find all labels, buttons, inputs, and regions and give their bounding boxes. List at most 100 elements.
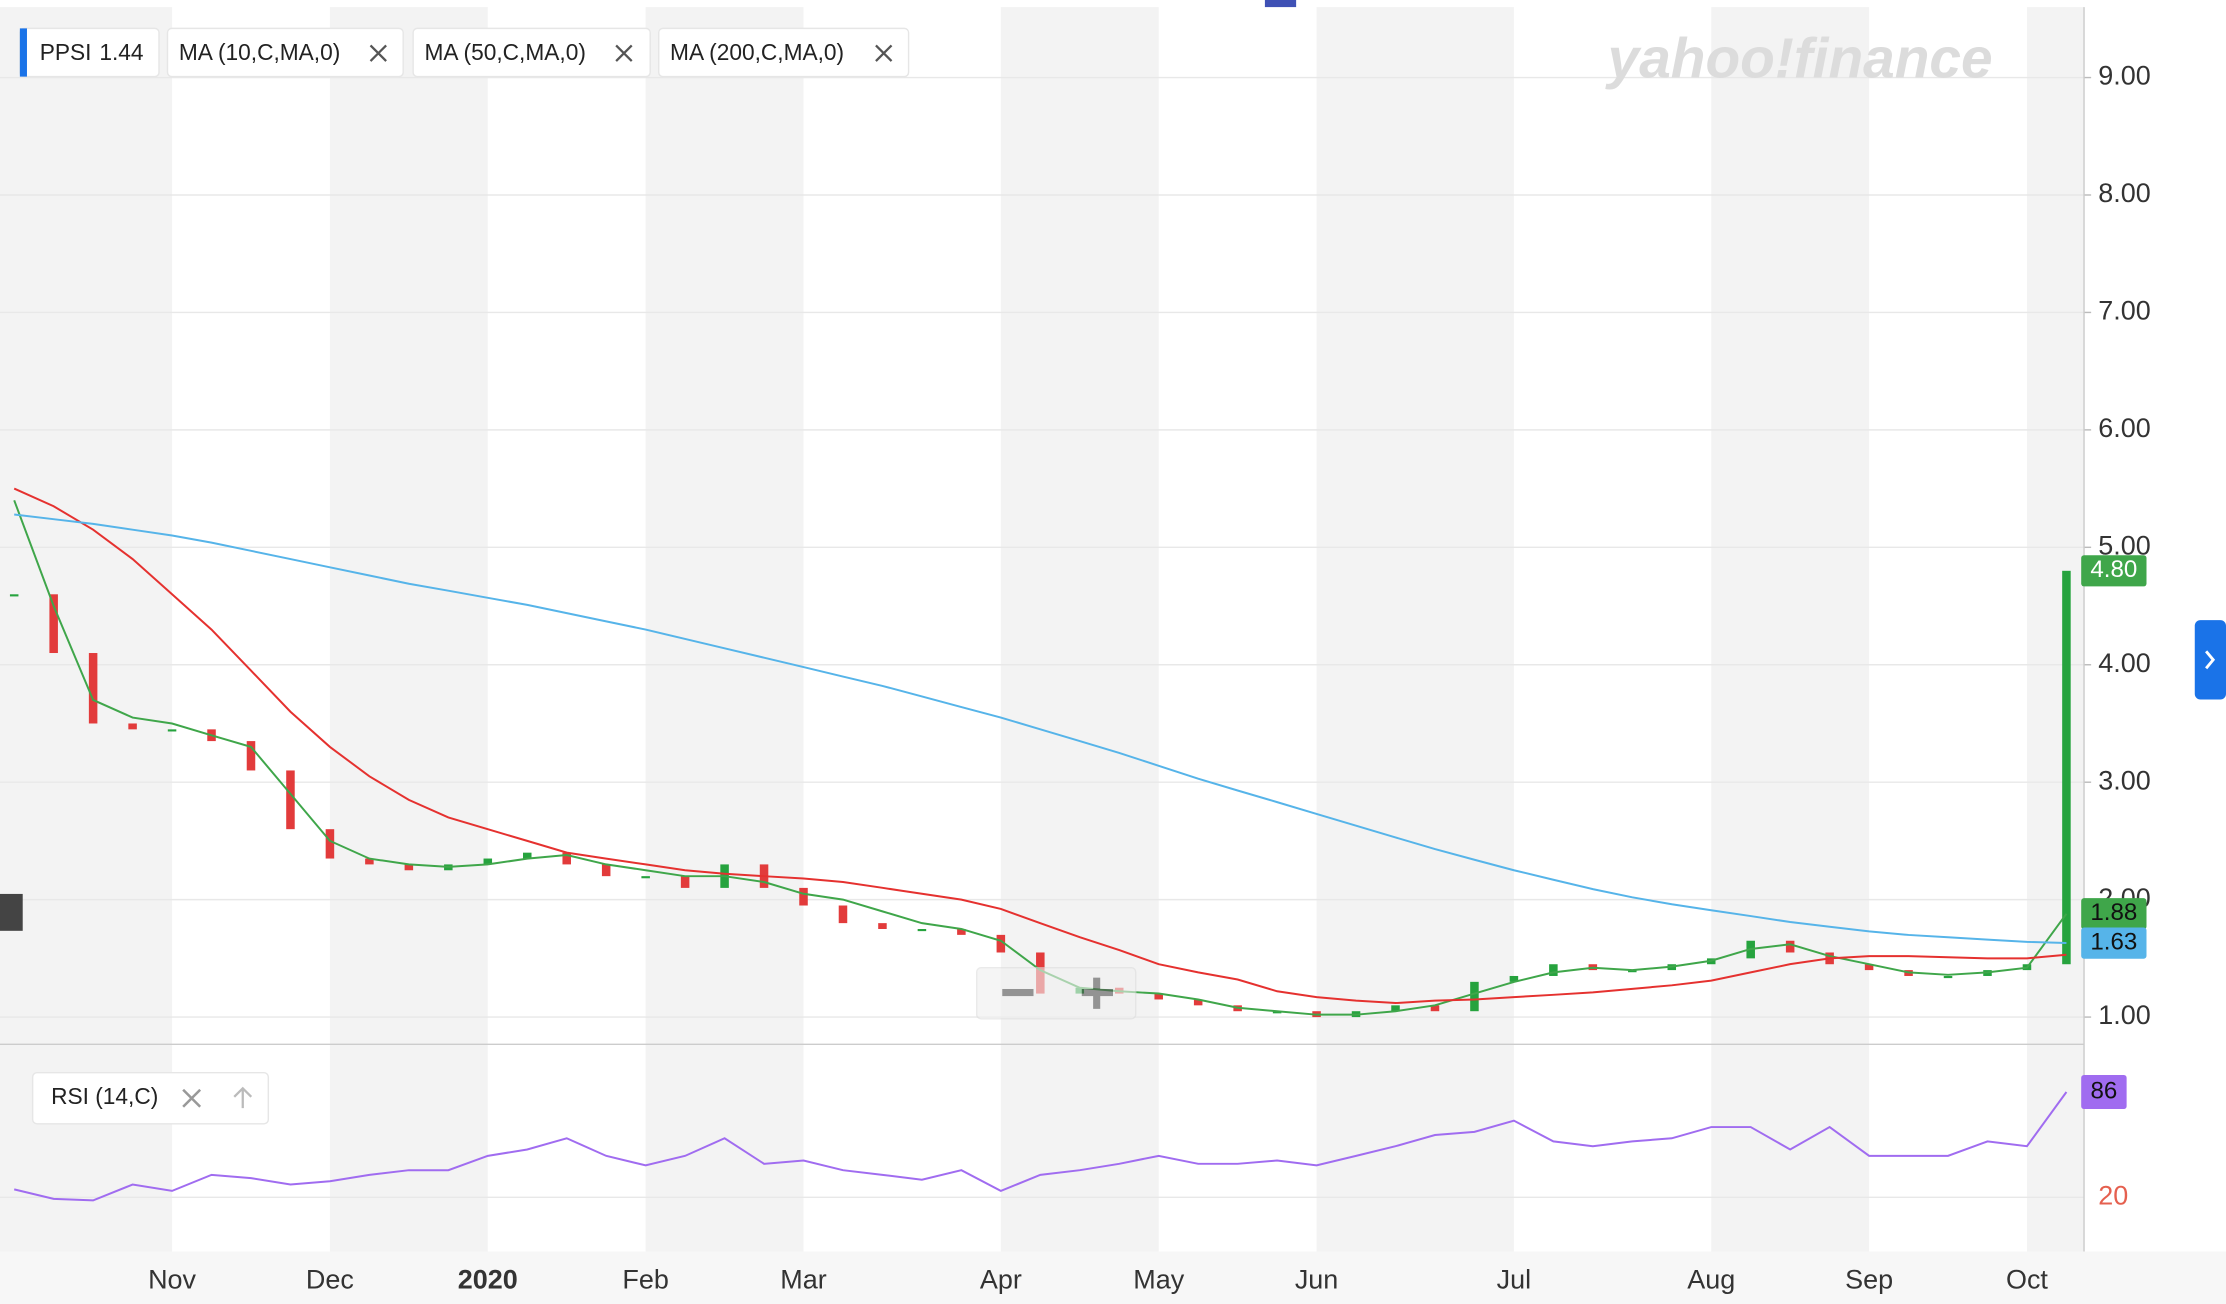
legend-chip[interactable] (31, 1072, 270, 1125)
month-bands (0, 7, 2085, 1252)
top-handle[interactable] (1264, 0, 1297, 8)
remove-icon[interactable] (875, 44, 893, 62)
rsi-tick-label: 20 (2098, 1180, 2128, 1210)
legend-entry: MA (10,C,MA,0) (179, 39, 340, 65)
candle (9, 594, 19, 597)
remove-icon[interactable] (369, 44, 387, 62)
rsi-last-label: 86 (2090, 1077, 2117, 1104)
month-band (0, 7, 173, 1252)
candle (1549, 964, 1558, 976)
legend-entry: MA (50,C,MA,0) (424, 39, 585, 65)
candle (1391, 1005, 1400, 1012)
month-band (645, 7, 804, 1252)
candle (365, 858, 374, 865)
legend-quote: 1.44 (99, 39, 143, 65)
x-axis-bar (0, 1251, 2226, 1304)
last-value-label: 4.80 (2090, 556, 2137, 583)
candle (799, 887, 808, 906)
month-band (1711, 7, 1870, 1252)
x-tick-label: Jun (1295, 1264, 1338, 1294)
x-tick-label: Sep (1845, 1264, 1893, 1294)
x-tick-label: Nov (148, 1264, 196, 1294)
candle (128, 723, 137, 730)
candle (1628, 970, 1637, 973)
candle (325, 829, 335, 859)
zoom-in[interactable] (1093, 977, 1101, 1009)
candle (2062, 570, 2071, 965)
x-tick-label: 2020 (458, 1264, 518, 1294)
ma-line (14, 513, 2067, 945)
candle (88, 653, 98, 724)
candle (1864, 964, 1874, 971)
candle (167, 729, 177, 732)
rsi-last-box (2081, 1074, 2127, 1110)
month-band (2026, 7, 2085, 1252)
zoom-out[interactable] (1002, 988, 1034, 997)
candle (680, 876, 690, 888)
move-icon[interactable] (233, 1086, 253, 1109)
remove-icon[interactable] (182, 1088, 202, 1108)
candle (1943, 975, 1953, 979)
candle (838, 905, 848, 924)
candle (878, 923, 887, 929)
month-band (1316, 7, 1514, 1252)
watermark: yahoo!finance (1605, 27, 1993, 90)
candle (1272, 1011, 1282, 1014)
expand-arrow (2205, 650, 2216, 670)
x-tick-label: Dec (306, 1264, 354, 1294)
candle (404, 864, 414, 871)
candle (483, 858, 493, 865)
candle (957, 928, 966, 935)
candle (641, 876, 650, 879)
legend-entry: MA (200,C,MA,0) (670, 39, 844, 65)
last-value-box (2081, 898, 2147, 930)
candle (286, 770, 295, 830)
x-tick-label: Mar (780, 1264, 826, 1294)
candle (522, 852, 532, 859)
x-tick-label: Apr (980, 1264, 1022, 1294)
grid (0, 76, 2092, 1198)
y-tick-label: 1.00 (2098, 1000, 2150, 1030)
x-tick-label: Jul (1497, 1264, 1531, 1294)
candle (996, 934, 1006, 953)
legend-chip[interactable] (166, 27, 404, 78)
candle (917, 928, 927, 932)
last-value-label: 1.63 (2090, 928, 2137, 955)
left-tab[interactable] (0, 893, 23, 931)
y-tick-label: 9.00 (2098, 61, 2150, 91)
legend: PPSI 1.44 MA (10,C,MA,0) MA (50,C,MA,0) … (19, 27, 910, 1125)
candle (1785, 940, 1795, 953)
y-tick-label: 4.00 (2098, 648, 2150, 678)
y-tick-label: 8.00 (2098, 178, 2150, 208)
rsi-line (13, 1091, 2068, 1202)
legend-symbol: PPSI (40, 39, 92, 65)
candle (1193, 999, 1203, 1006)
y-tick-label: 3.00 (2098, 765, 2150, 795)
ma-line (13, 487, 2067, 1005)
legend-chip[interactable] (658, 27, 910, 78)
candle (601, 864, 611, 877)
candle (1509, 975, 1519, 982)
month-band (1000, 7, 1159, 1252)
expand-button[interactable] (2194, 620, 2226, 700)
candle (49, 594, 58, 654)
x-tick-label: May (1133, 1264, 1184, 1294)
candle (246, 741, 256, 771)
month-band (329, 7, 488, 1252)
zoom-control[interactable] (976, 967, 1137, 1020)
candle (1430, 1005, 1440, 1012)
x-tick-label: Aug (1687, 1264, 1735, 1294)
legend-chip[interactable] (412, 27, 651, 78)
y-tick-label: 7.00 (2098, 296, 2150, 326)
x-tick-label: Oct (2006, 1264, 2048, 1294)
remove-icon[interactable] (615, 44, 633, 62)
legend-accent (19, 28, 27, 77)
x-tick-label: Feb (622, 1264, 668, 1294)
candle (562, 852, 571, 865)
last-value-box (2081, 555, 2147, 587)
rsi-legend: RSI (14,C) (51, 1083, 158, 1109)
last-value-box (2081, 927, 2147, 959)
last-value-label: 1.88 (2090, 899, 2137, 926)
